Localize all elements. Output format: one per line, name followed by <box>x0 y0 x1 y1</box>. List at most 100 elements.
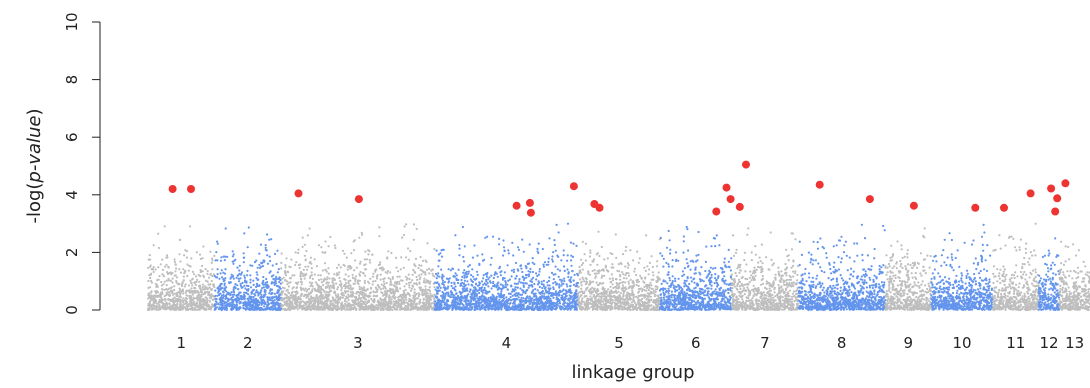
background-point <box>488 276 491 279</box>
background-point <box>219 303 222 306</box>
background-point <box>280 293 283 296</box>
background-point <box>202 307 205 310</box>
background-point <box>313 258 316 261</box>
background-point <box>343 290 347 293</box>
background-point <box>522 250 525 253</box>
background-point <box>570 264 573 267</box>
background-point <box>546 284 549 287</box>
background-point <box>196 289 199 292</box>
background-point <box>423 304 426 307</box>
background-point <box>547 306 550 309</box>
background-point <box>301 236 304 239</box>
background-point <box>334 246 337 250</box>
background-point <box>415 283 419 286</box>
background-point <box>160 291 163 294</box>
background-point <box>389 280 392 283</box>
background-point <box>461 225 464 229</box>
background-point <box>282 307 285 311</box>
background-point <box>386 270 389 273</box>
background-point <box>468 264 471 267</box>
background-point <box>460 299 463 302</box>
background-point <box>506 264 509 267</box>
background-point <box>558 283 561 286</box>
background-point <box>214 307 217 310</box>
background-point <box>211 259 214 262</box>
background-point <box>507 306 511 309</box>
background-point <box>435 272 438 275</box>
background-point <box>293 274 296 277</box>
background-point <box>216 268 219 271</box>
background-point <box>220 269 223 272</box>
background-point <box>423 280 426 283</box>
background-point <box>229 277 232 280</box>
background-point <box>185 256 188 259</box>
background-point <box>167 265 170 268</box>
background-point <box>515 292 518 295</box>
background-point <box>441 277 444 280</box>
background-point <box>292 305 295 308</box>
background-point <box>362 272 365 275</box>
background-point <box>258 263 261 267</box>
background-point <box>389 271 392 274</box>
background-point <box>401 236 404 239</box>
background-point <box>335 274 338 277</box>
background-point <box>617 290 620 293</box>
background-point <box>454 272 457 275</box>
background-point <box>376 274 379 277</box>
background-point <box>437 301 440 304</box>
background-point <box>578 269 582 272</box>
background-point <box>431 295 434 298</box>
background-point <box>578 278 582 281</box>
background-point <box>239 284 243 288</box>
background-point <box>214 294 217 298</box>
background-point <box>589 249 592 252</box>
background-point <box>209 283 212 286</box>
background-point <box>456 294 459 298</box>
background-point <box>206 269 209 273</box>
background-point <box>381 291 384 294</box>
background-point <box>204 279 208 282</box>
background-point <box>268 292 271 295</box>
background-point <box>466 287 469 290</box>
background-point <box>189 300 192 303</box>
background-point <box>478 301 481 304</box>
background-point <box>510 299 513 302</box>
background-point <box>236 266 239 269</box>
background-point <box>283 297 286 300</box>
background-point <box>445 300 448 303</box>
background-point <box>455 308 458 311</box>
background-point <box>522 284 525 287</box>
background-point <box>256 308 259 311</box>
background-point <box>472 299 475 302</box>
background-point <box>493 307 496 311</box>
background-point <box>481 295 484 298</box>
background-point <box>327 284 330 287</box>
background-point <box>156 302 159 305</box>
background-point <box>320 246 323 249</box>
background-point <box>314 298 317 301</box>
background-point <box>187 290 190 293</box>
background-point <box>171 281 174 284</box>
background-point <box>335 282 338 285</box>
background-point <box>238 298 241 301</box>
background-point <box>203 300 206 304</box>
background-point <box>406 247 410 250</box>
background-point <box>252 279 255 282</box>
background-point <box>256 299 259 302</box>
background-point <box>212 284 215 287</box>
background-point <box>204 291 207 294</box>
background-point <box>229 294 232 297</box>
background-point <box>489 280 492 283</box>
background-point <box>264 302 267 305</box>
background-point <box>547 279 551 283</box>
background-point <box>436 274 439 277</box>
background-point <box>551 258 554 261</box>
background-point <box>285 257 288 260</box>
background-point <box>347 284 350 287</box>
background-point <box>175 305 178 308</box>
background-point <box>349 284 352 287</box>
background-point <box>273 304 276 307</box>
background-point <box>541 295 544 298</box>
background-point <box>502 294 506 297</box>
background-point <box>393 297 396 300</box>
